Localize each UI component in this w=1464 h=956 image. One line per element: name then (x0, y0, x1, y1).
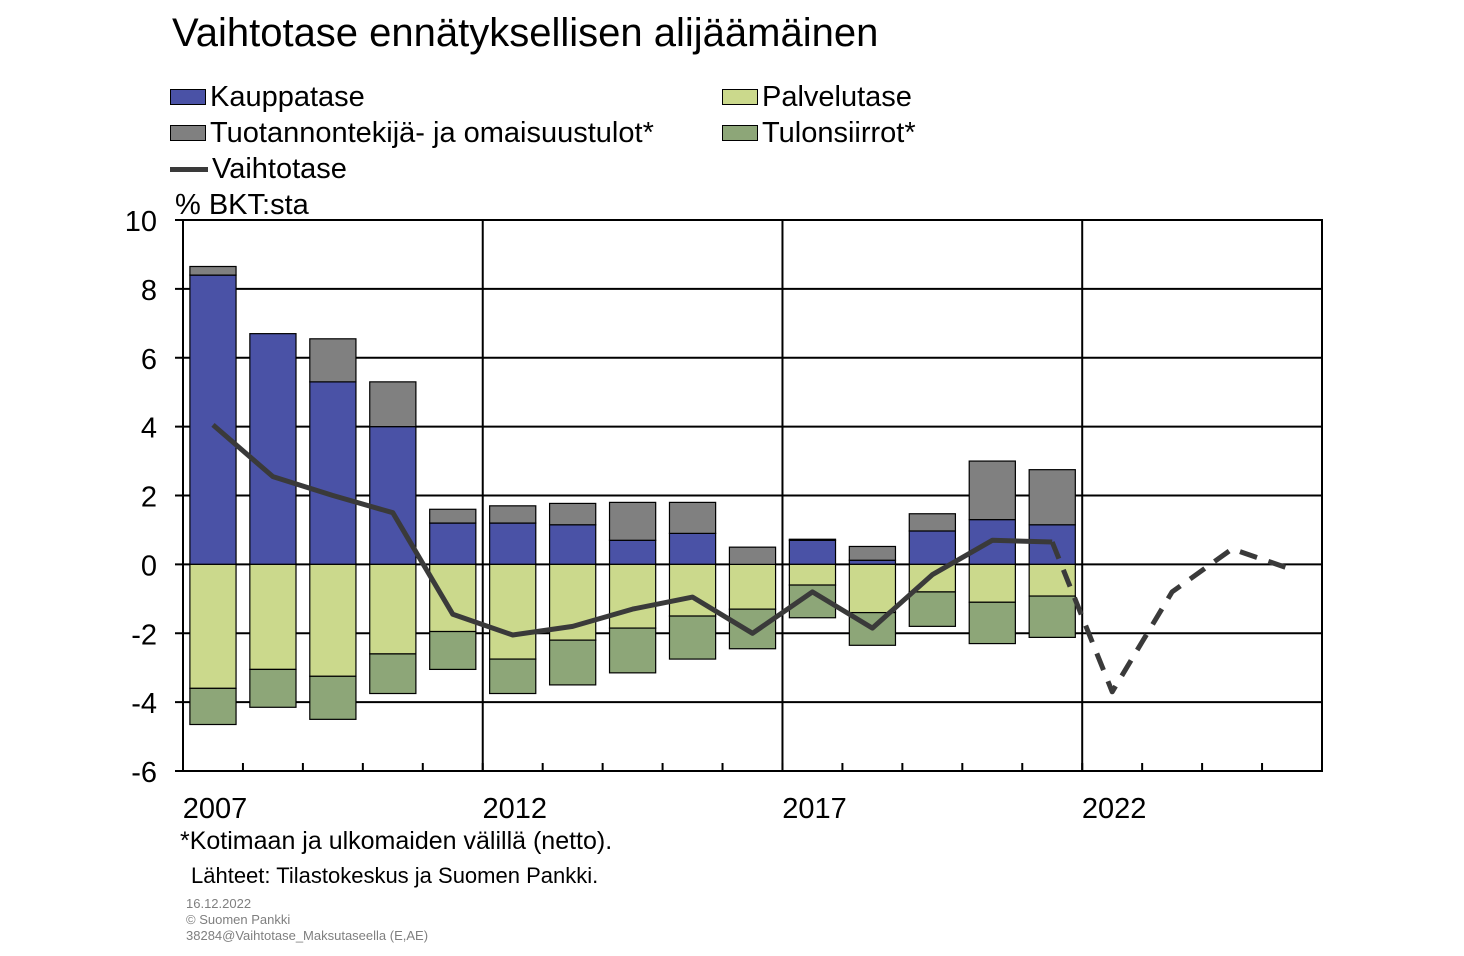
bar-services-2018 (848, 563, 897, 614)
legend-item-kauppatase: Kauppatase (170, 80, 365, 114)
bar-income-2016 (728, 546, 777, 565)
bar-transfers-2007 (189, 687, 237, 726)
legend-label-vaihtotase: Vaihtotase (212, 153, 347, 185)
legend-item-vaihtotase: Vaihtotase (170, 152, 347, 186)
bar-trade-2013 (548, 524, 597, 565)
y-axis-unit-label: % BKT:sta (175, 189, 309, 221)
bar-transfers-2010 (369, 653, 417, 695)
bar-transfers-2012 (489, 658, 537, 695)
bar-income-2009 (309, 338, 357, 383)
legend-item-tulonsiirrot: Tulonsiirrot* (722, 116, 916, 150)
y-tick-label: -2 (131, 619, 157, 651)
bar-income-2007 (189, 265, 237, 276)
bar-trade-2007 (189, 274, 237, 565)
legend-swatch-tuotannontekija (170, 125, 206, 141)
bar-services-2016 (728, 563, 777, 610)
bar-services-2020 (968, 563, 1016, 603)
bar-transfers-2014 (608, 627, 657, 674)
bar-trade-2011 (429, 522, 477, 565)
legend-label-tulonsiirrot: Tulonsiirrot* (762, 117, 916, 149)
bar-income-2010 (369, 381, 417, 428)
bar-transfers-2020 (968, 601, 1016, 645)
y-tick-label: 10 (125, 206, 157, 238)
footnote: *Kotimaan ja ulkomaiden välillä (netto). (180, 827, 613, 855)
bar-income-2018 (848, 545, 897, 561)
legend-label-tuotannontekija: Tuotannontekijä- ja omaisuustulot* (210, 117, 654, 149)
chart-title: Vaihtotase ennätyksellisen alijäämäinen (172, 11, 879, 55)
bar-income-2020 (968, 460, 1016, 521)
bar-services-2009 (309, 563, 357, 677)
bar-services-2008 (249, 563, 297, 671)
bar-trade-2014 (608, 539, 657, 565)
sources-note: Lähteet: Tilastokeskus ja Suomen Pankki. (191, 863, 599, 888)
y-tick-label: 8 (141, 275, 157, 307)
file-reference: 38284@Vaihtotase_Maksutaseella (E,AE) (186, 928, 429, 943)
bar-trade-2009 (309, 381, 357, 565)
line-vaihtotase (211, 423, 1053, 638)
legend-item-tuotannontekija: Tuotannontekijä- ja omaisuustulot* (170, 116, 654, 150)
bar-transfers-2008 (249, 668, 297, 708)
bar-income-2019 (908, 513, 957, 532)
bar-trade-2018 (848, 559, 897, 565)
bar-transfers-2021 (1028, 595, 1076, 638)
x-tick-label: 2007 (183, 793, 248, 825)
legend-label-kauppatase: Kauppatase (210, 81, 365, 113)
y-tick-label: 0 (141, 550, 157, 582)
line-vaihtotase-forecast (1049, 541, 1293, 695)
x-tick-label: 2017 (782, 793, 847, 825)
bar-trade-2017 (788, 539, 837, 565)
bar-trade-2012 (489, 522, 537, 565)
legend-label-palvelutase: Palvelutase (762, 81, 912, 113)
bar-income-2011 (429, 508, 477, 524)
y-tick-label: -4 (131, 688, 157, 720)
bar-transfers-2016 (728, 608, 777, 650)
bar-transfers-2011 (429, 630, 477, 671)
legend-swatch-tulonsiirrot (722, 125, 758, 141)
copyright-note: © Suomen Pankki (186, 912, 291, 927)
bar-income-2017 (788, 538, 837, 541)
y-tick-label: 4 (141, 413, 157, 445)
x-tick-label: 2012 (482, 793, 547, 825)
legend-swatch-kauppatase (170, 89, 206, 105)
x-tick-label: 2022 (1082, 793, 1147, 825)
bar-income-2013 (548, 502, 597, 526)
bar-transfers-2015 (668, 615, 717, 660)
bar-services-2014 (608, 563, 657, 629)
date-stamp: 16.12.2022 (186, 896, 252, 911)
y-tick-label: 2 (141, 482, 157, 514)
bar-income-2021 (1028, 469, 1076, 526)
bar-income-2012 (489, 505, 537, 524)
bar-services-2010 (369, 563, 417, 655)
bar-services-2017 (788, 563, 837, 586)
legend-item-palvelutase: Palvelutase (722, 80, 912, 114)
bar-services-2007 (189, 563, 237, 689)
bar-income-2015 (668, 501, 717, 534)
bar-trade-2019 (908, 530, 957, 565)
y-tick-label: -6 (131, 757, 157, 789)
y-tick-label: 6 (141, 344, 157, 376)
bar-transfers-2009 (309, 675, 357, 720)
legend-swatch-palvelutase (722, 89, 758, 105)
bar-services-2012 (489, 563, 537, 660)
bar-transfers-2013 (548, 639, 597, 686)
bar-trade-2008 (249, 333, 297, 565)
bar-income-2014 (608, 501, 657, 541)
bar-transfers-2019 (908, 591, 957, 627)
legend-swatch-vaihtotase (170, 166, 208, 172)
bar-trade-2015 (668, 532, 717, 565)
